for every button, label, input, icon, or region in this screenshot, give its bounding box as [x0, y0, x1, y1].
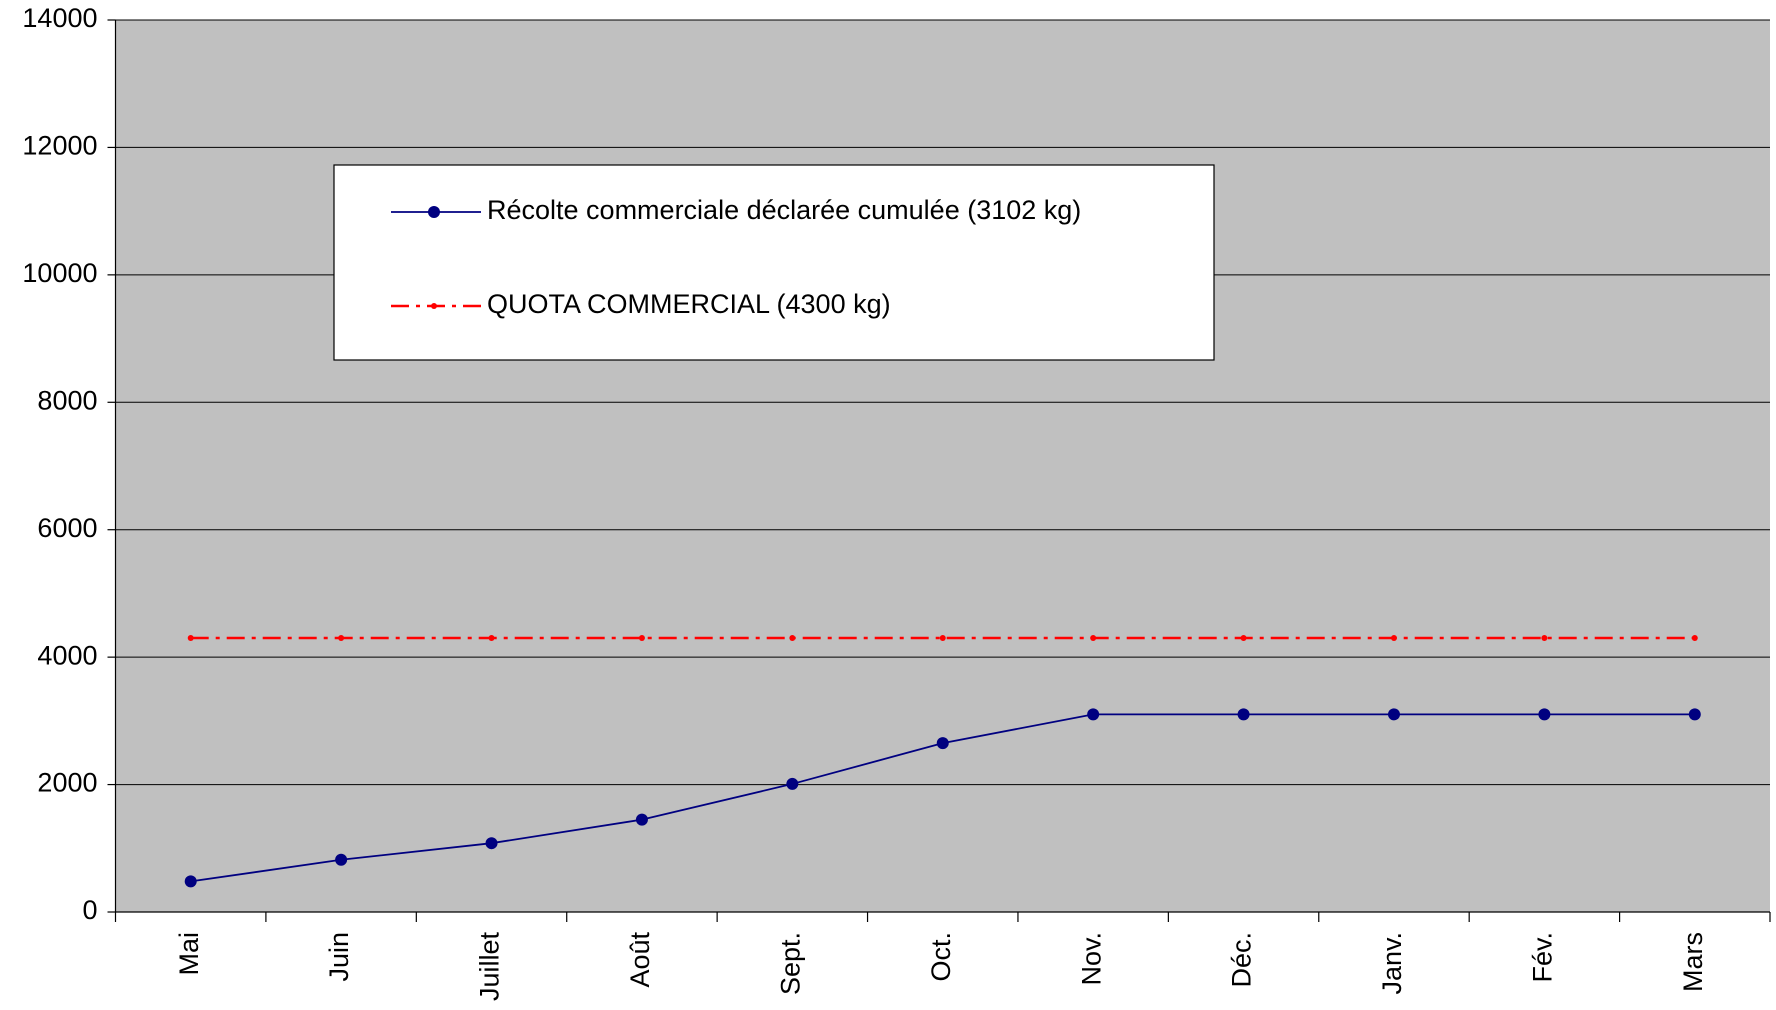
x-tick-label: Sept.	[775, 932, 805, 995]
data-point	[1541, 635, 1548, 642]
data-point	[638, 635, 645, 642]
legend-box	[333, 164, 1215, 361]
data-point	[338, 635, 345, 642]
legend-marker	[428, 206, 440, 218]
x-tick-label: Janv.	[1377, 932, 1407, 995]
y-tick-label: 10000	[22, 258, 97, 288]
data-point	[1240, 635, 1247, 642]
y-tick-label: 6000	[37, 513, 97, 543]
x-tick-label: Août	[625, 932, 655, 988]
x-tick-label: Mars	[1678, 932, 1708, 992]
data-point	[635, 813, 648, 826]
data-point	[184, 875, 197, 888]
y-tick-label: 12000	[22, 131, 97, 161]
x-tick-label: Oct.	[926, 932, 956, 982]
data-point	[939, 635, 946, 642]
x-tick-label: Fév.	[1528, 932, 1558, 983]
legend-label: QUOTA COMMERCIAL (4300 kg)	[487, 289, 891, 319]
data-point	[1688, 708, 1701, 721]
data-point	[1538, 708, 1551, 721]
data-point	[789, 635, 796, 642]
data-point	[187, 635, 194, 642]
plot-area	[115, 20, 1770, 912]
data-point	[335, 853, 348, 866]
y-tick-label: 8000	[37, 385, 97, 415]
data-point	[1390, 635, 1397, 642]
x-tick-label: Nov.	[1076, 932, 1106, 986]
x-tick-label: Juin	[324, 932, 354, 982]
data-point	[936, 737, 949, 750]
y-tick-label: 0	[82, 895, 97, 925]
data-point	[1237, 708, 1250, 721]
y-tick-label: 4000	[37, 640, 97, 670]
legend-label: Récolte commerciale déclarée cumulée (31…	[487, 195, 1081, 225]
data-point	[488, 635, 495, 642]
data-point	[1090, 635, 1097, 642]
x-tick-label: Juillet	[475, 932, 505, 1002]
legend-marker	[431, 303, 437, 309]
data-point	[485, 837, 498, 850]
y-tick-label: 14000	[22, 3, 97, 33]
data-point	[1087, 708, 1100, 721]
data-point	[1387, 708, 1400, 721]
data-point	[1691, 635, 1698, 642]
x-tick-label: Mai	[174, 932, 204, 976]
x-tick-label: Déc.	[1227, 932, 1257, 988]
data-point	[786, 777, 799, 790]
y-tick-label: 2000	[37, 768, 97, 798]
